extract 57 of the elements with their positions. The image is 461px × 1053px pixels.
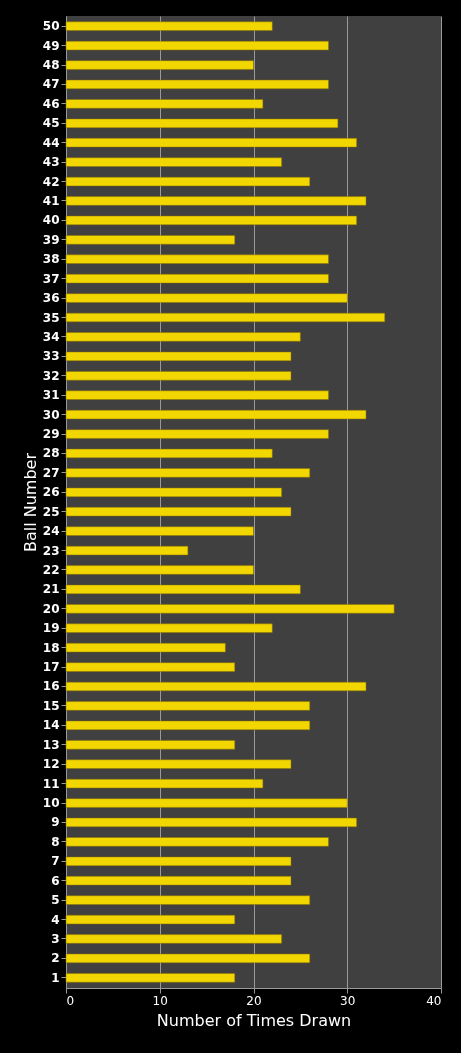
y-tick-label: 2 (51, 951, 60, 966)
y-tick-label: 36 (42, 291, 60, 306)
y-tick-label: 12 (42, 757, 60, 772)
y-tick-label: 5 (51, 893, 60, 908)
y-tick-label: 38 (42, 252, 60, 267)
y-tick-label: 44 (42, 135, 60, 150)
y-axis-title: Ball Number (20, 452, 40, 553)
y-tick-label: 22 (42, 562, 60, 577)
y-tick-label: 41 (42, 193, 60, 208)
y-tick-label: 8 (51, 834, 60, 849)
y-tick-label: 10 (42, 796, 60, 811)
y-tick-label: 31 (42, 388, 60, 403)
y-tick-label: 26 (42, 485, 60, 500)
x-tick-label: 30 (340, 993, 356, 1008)
y-tick-label: 3 (51, 931, 60, 946)
y-tick-label: 21 (42, 582, 60, 597)
y-tick-label: 30 (42, 407, 60, 422)
y-tick-label: 20 (42, 601, 60, 616)
y-tick-label: 11 (42, 776, 60, 791)
y-tick-label: 28 (42, 446, 60, 461)
y-tick-label: 15 (42, 698, 60, 713)
y-tick-label: 16 (42, 679, 60, 694)
y-tick-label: 7 (51, 854, 60, 869)
x-tick-label: 10 (152, 993, 168, 1008)
y-tick-label: 42 (42, 174, 60, 189)
y-tick-label: 50 (42, 19, 60, 34)
y-tick-label: 32 (42, 368, 60, 383)
y-tick-label: 39 (42, 232, 60, 247)
y-tick-label: 33 (42, 349, 60, 364)
x-tick-label: 0 (66, 993, 75, 1008)
y-tick-label: 1 (51, 970, 60, 985)
x-tick-label: 40 (426, 993, 442, 1008)
y-tick-label: 18 (42, 640, 60, 655)
y-tick-label: 14 (42, 718, 60, 733)
y-tick-label: 24 (42, 524, 60, 539)
y-tick-label: 25 (42, 504, 60, 519)
y-tick-label: 37 (42, 271, 60, 286)
y-tick-label: 29 (42, 427, 60, 442)
y-tick-label: 4 (51, 912, 60, 927)
y-tick-label: 45 (42, 116, 60, 131)
y-tick-label: 17 (42, 660, 60, 675)
y-tick-label: 9 (51, 815, 60, 830)
x-tick-label: 20 (246, 993, 262, 1008)
y-tick-label: 19 (42, 621, 60, 636)
y-tick-label: 49 (42, 38, 60, 53)
y-tick-label: 13 (42, 737, 60, 752)
y-tick-label: 43 (42, 155, 60, 170)
y-tick-label: 48 (42, 58, 60, 73)
y-tick-label: 47 (42, 77, 60, 92)
x-axis-title: Number of Times Drawn (156, 1010, 352, 1030)
y-tick-label: 46 (42, 96, 60, 111)
y-tick-label: 35 (42, 310, 60, 325)
y-tick-label: 27 (42, 465, 60, 480)
y-tick-label: 23 (42, 543, 60, 558)
y-tick-label: 6 (51, 873, 60, 888)
y-tick-label: 34 (42, 329, 60, 344)
y-tick-label: 40 (42, 213, 60, 228)
